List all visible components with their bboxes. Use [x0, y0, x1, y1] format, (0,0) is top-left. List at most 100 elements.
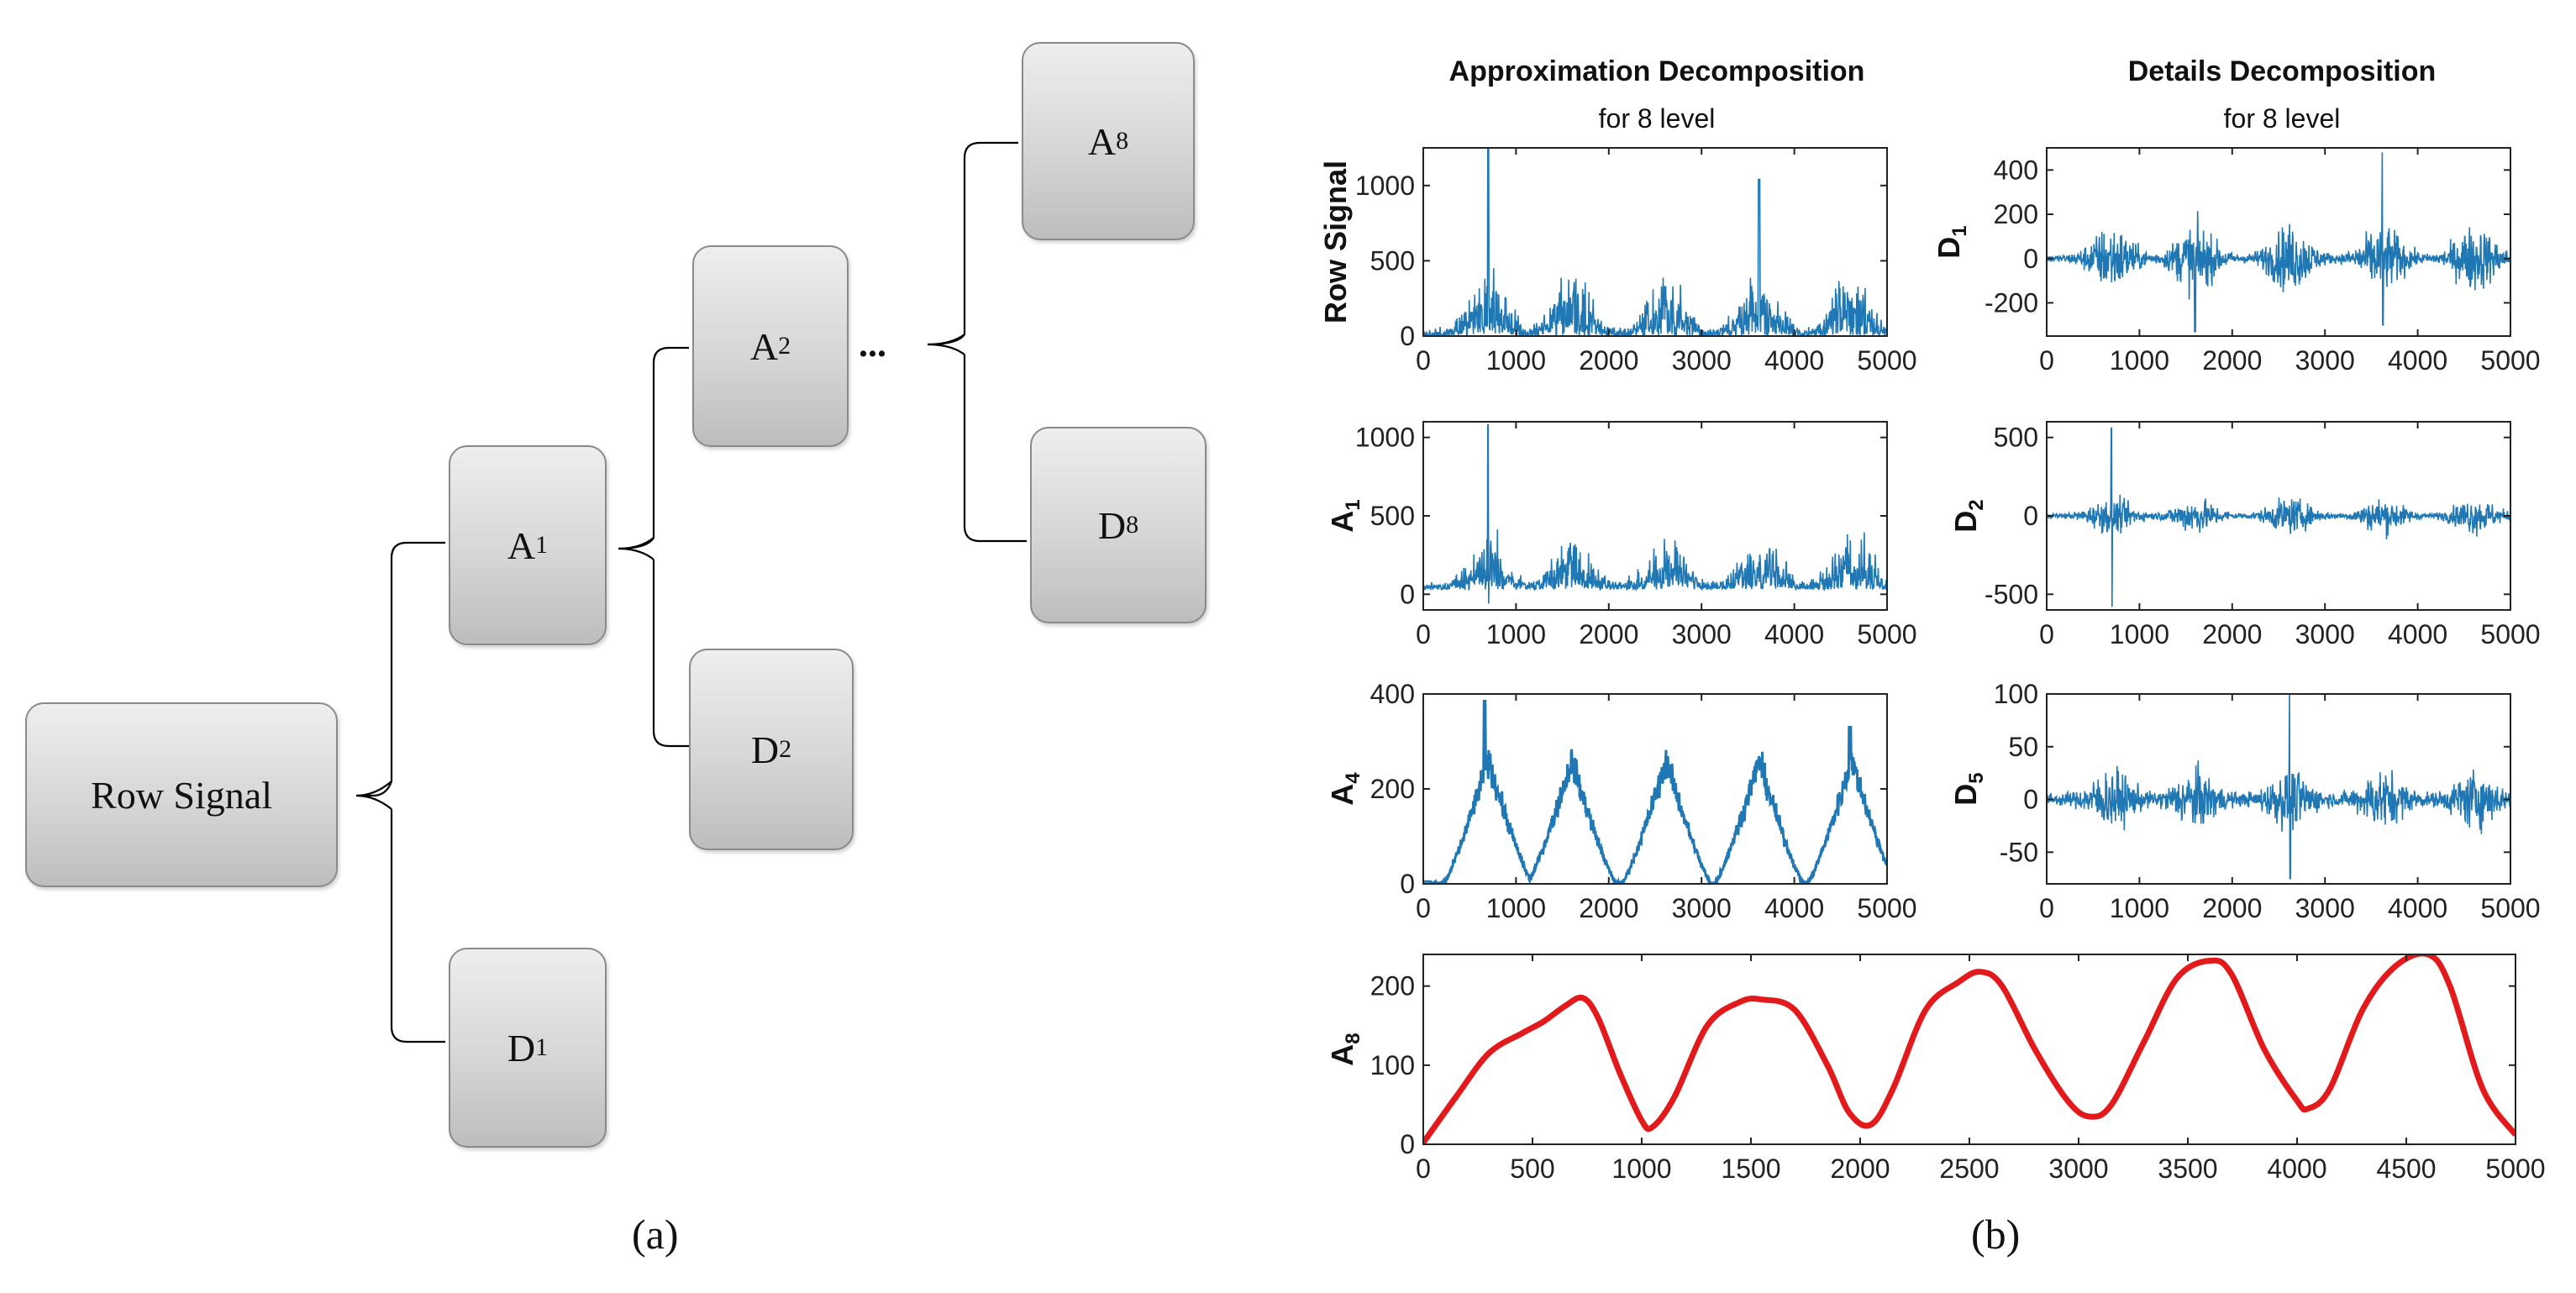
y-axis-label-a4: A4 [1325, 772, 1364, 806]
y-tick-label: 200 [1370, 774, 1415, 804]
details-title: Details Decomposition [2128, 55, 2437, 87]
node-a8-base: A [1087, 119, 1117, 163]
x-tick-label: 0 [2039, 619, 2054, 649]
y-tick-label: -50 [2000, 837, 2038, 867]
ellipsis: ... [859, 323, 886, 365]
x-tick-label: 1000 [1486, 345, 1546, 376]
x-tick-label: 4000 [2388, 345, 2447, 376]
y-axis-label-d1: D1 [1932, 225, 1971, 258]
y-tick-label: 0 [1400, 321, 1415, 351]
series-line-row_signal [1423, 148, 1887, 336]
y-tick-label: 100 [1994, 679, 2038, 709]
y-tick-label: 500 [1370, 501, 1415, 531]
y-tick-label: 100 [1370, 1050, 1415, 1080]
y-tick-label: 500 [1994, 423, 2038, 453]
axes-frame-a8 [1422, 954, 2516, 1145]
y-tick-label: 0 [2023, 501, 2038, 531]
node-row-signal-label: Row Signal [91, 773, 272, 817]
series-line-a1 [1423, 423, 1887, 604]
x-tick-label: 4000 [2388, 893, 2447, 923]
y-tick-label: 200 [1370, 971, 1415, 1001]
x-tick-label: 0 [1416, 1154, 1431, 1184]
y-tick-label: 0 [2023, 244, 2038, 274]
x-tick-label: 2000 [2202, 893, 2262, 923]
x-tick-label: 4500 [2376, 1154, 2436, 1184]
x-tick-label: 3000 [2048, 1154, 2108, 1184]
x-tick-label: 3000 [1672, 345, 1732, 376]
y-tick-label: 50 [2008, 732, 2038, 762]
x-tick-label: 1000 [1486, 893, 1546, 923]
y-axis-label-d2: D2 [1948, 499, 1988, 532]
x-tick-label: 3500 [2158, 1154, 2217, 1184]
x-tick-label: 4000 [1764, 619, 1824, 649]
y-axis-label-row_signal: Row Signal [1318, 160, 1353, 323]
x-tick-label: 0 [1416, 893, 1431, 923]
y-tick-label: 0 [1400, 579, 1415, 609]
series-line-d5 [2047, 694, 2510, 880]
x-tick-label: 0 [2039, 893, 2054, 923]
x-tick-label: 0 [2039, 345, 2054, 376]
x-tick-label: 3000 [2295, 345, 2355, 376]
series-line-d1 [2047, 152, 2510, 333]
x-tick-label: 1000 [1611, 1154, 1671, 1184]
x-tick-label: 500 [1510, 1154, 1554, 1184]
node-a1-sub: 1 [535, 531, 549, 559]
y-tick-label: 500 [1370, 245, 1415, 276]
x-tick-label: 1000 [2110, 619, 2169, 649]
axes-frame-d1 [2046, 147, 2511, 337]
plot-a1: 0 1000 2000 3000 4000 5000 0 500 1000 A1 [1325, 421, 1917, 649]
node-a2-sub: 2 [778, 332, 791, 360]
y-tick-label: 0 [2023, 785, 2038, 815]
x-tick-label: 4000 [1764, 345, 1824, 376]
x-tick-label: 2000 [1830, 1154, 1890, 1184]
plot-a4: 0 1000 2000 3000 4000 5000 0 200 400 A4 [1325, 679, 1917, 923]
node-a8-sub: 8 [1116, 127, 1129, 155]
y-tick-label: 200 [1994, 199, 2038, 229]
x-tick-label: 2000 [1579, 893, 1638, 923]
caption-b: (b) [1971, 1211, 2021, 1258]
approx-title: Approximation Decomposition [1449, 55, 1865, 87]
x-tick-label: 4000 [2267, 1154, 2326, 1184]
series-line-a8 [1423, 954, 2516, 1144]
y-axis-label-a8: A8 [1325, 1033, 1364, 1065]
x-tick-label: 5000 [2480, 345, 2540, 376]
node-d1-sub: 1 [535, 1033, 549, 1061]
node-d2-sub: 2 [779, 735, 792, 763]
x-tick-label: 3000 [2295, 893, 2355, 923]
node-d8-base: D [1097, 503, 1127, 547]
x-tick-label: 2000 [2202, 619, 2262, 649]
plot-a8: 0 500 1000 1500 2000 2500 3000 3500 4000 4500 5000… [1325, 954, 2546, 1184]
x-tick-label: 2000 [1579, 345, 1638, 376]
x-tick-label: 5000 [1857, 893, 1916, 923]
y-axis-label-d5: D5 [1948, 772, 1988, 805]
series-line-a4 [1423, 700, 1887, 884]
series-line-d2 [2047, 427, 2510, 607]
axes-frame-d5 [2046, 693, 2511, 885]
x-tick-label: 4000 [1764, 893, 1824, 923]
node-d8-sub: 8 [1126, 511, 1139, 539]
y-tick-label: 0 [1400, 1129, 1415, 1159]
node-a1-base: A [507, 523, 536, 567]
x-tick-label: 2000 [2202, 345, 2262, 376]
y-axis-label-a1: A1 [1325, 499, 1364, 532]
x-tick-label: 5000 [1857, 345, 1916, 376]
y-tick-label: -500 [1985, 579, 2038, 609]
x-tick-label: 2000 [1579, 619, 1638, 649]
x-tick-label: 1500 [1721, 1154, 1780, 1184]
x-tick-label: 0 [1416, 619, 1431, 649]
x-tick-label: 3000 [2295, 619, 2355, 649]
details-subtitle: for 8 level [2224, 103, 2341, 134]
x-tick-label: 5000 [2480, 619, 2540, 649]
x-tick-label: 1000 [2110, 893, 2169, 923]
x-tick-label: 5000 [2485, 1154, 2545, 1184]
x-tick-label: 1000 [1486, 619, 1546, 649]
